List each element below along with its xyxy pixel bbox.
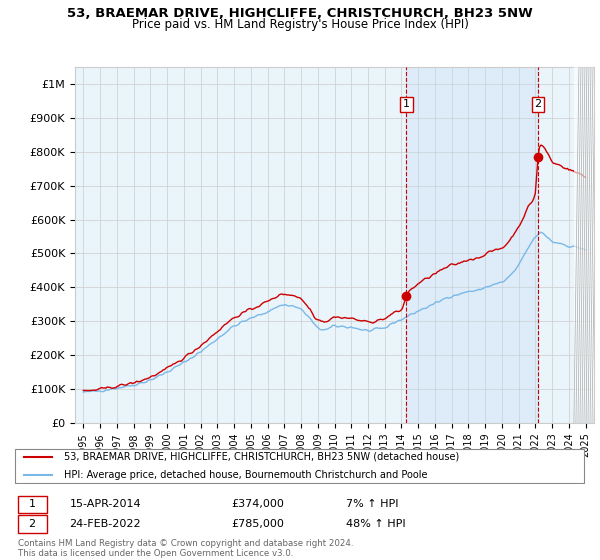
Text: 2: 2 [29,519,36,529]
Text: 1: 1 [29,500,35,509]
Text: Contains HM Land Registry data © Crown copyright and database right 2024.
This d: Contains HM Land Registry data © Crown c… [18,539,353,558]
FancyBboxPatch shape [18,496,47,513]
Text: 53, BRAEMAR DRIVE, HIGHCLIFFE, CHRISTCHURCH, BH23 5NW (detached house): 53, BRAEMAR DRIVE, HIGHCLIFFE, CHRISTCHU… [64,452,459,462]
Text: Price paid vs. HM Land Registry's House Price Index (HPI): Price paid vs. HM Land Registry's House … [131,18,469,31]
Text: HPI: Average price, detached house, Bournemouth Christchurch and Poole: HPI: Average price, detached house, Bour… [64,470,427,480]
Text: 15-APR-2014: 15-APR-2014 [70,500,141,509]
Text: £374,000: £374,000 [231,500,284,509]
Text: 1: 1 [403,100,410,109]
Text: 2: 2 [535,100,541,109]
FancyBboxPatch shape [18,515,47,533]
Text: 53, BRAEMAR DRIVE, HIGHCLIFFE, CHRISTCHURCH, BH23 5NW: 53, BRAEMAR DRIVE, HIGHCLIFFE, CHRISTCHU… [67,7,533,20]
Text: £785,000: £785,000 [231,519,284,529]
Text: 48% ↑ HPI: 48% ↑ HPI [346,519,406,529]
Text: 24-FEB-2022: 24-FEB-2022 [70,519,141,529]
FancyBboxPatch shape [15,449,584,483]
Bar [406,67,538,423]
Text: 7% ↑ HPI: 7% ↑ HPI [346,500,398,509]
